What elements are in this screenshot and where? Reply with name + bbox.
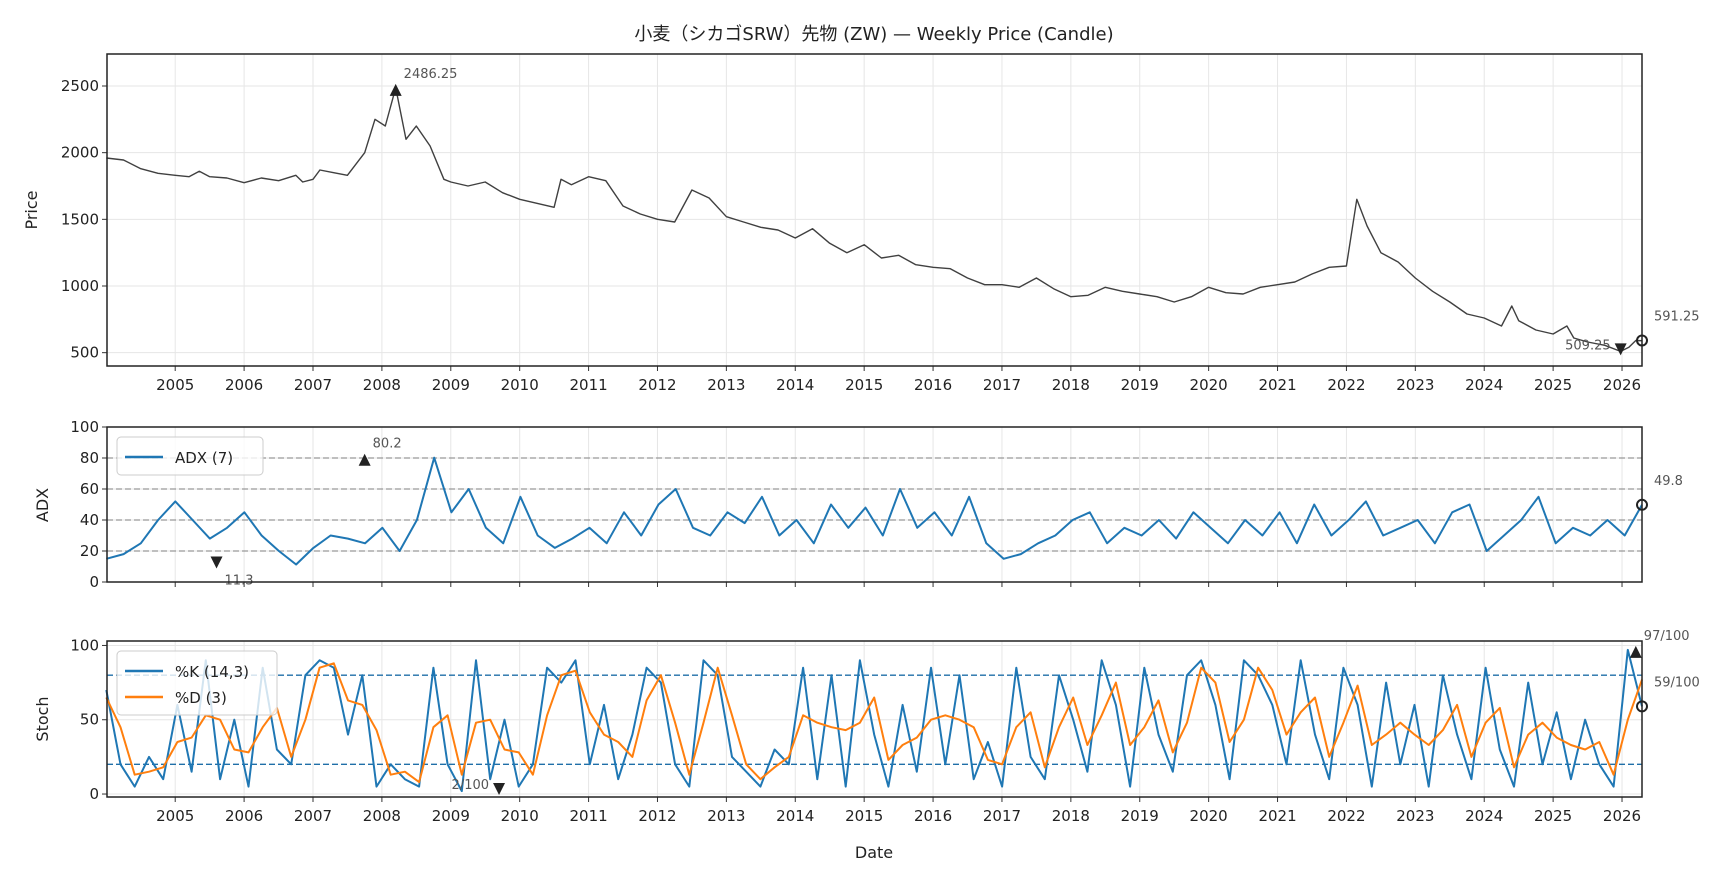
axes-frame (106, 53, 1643, 367)
max-marker-icon (358, 453, 371, 466)
stoch-panel: 2005 2006 2007 2008 2009 2010 2011 2012 2013 2014… (70, 629, 1699, 825)
x-tick-label: 2021 (1258, 807, 1296, 825)
x-tick-label: 2018 (1052, 807, 1090, 825)
x-tick-label: 2010 (501, 376, 539, 394)
annotation-label: 80.2 (373, 437, 402, 452)
x-tick-label: 2012 (638, 376, 676, 394)
x-tick-label: 2010 (501, 807, 539, 825)
y-axis-label-stoch: Stoch (33, 696, 52, 741)
y-tick-label: 2500 (61, 77, 99, 95)
y-tick-label: 40 (80, 511, 99, 529)
x-tick-label: 2011 (569, 807, 607, 825)
x-tick-label: 2024 (1465, 807, 1503, 825)
legend-box (116, 436, 264, 476)
min-marker-icon (1614, 343, 1627, 356)
x-axis-label: Date (855, 843, 893, 862)
x-tick-label: 2023 (1396, 376, 1434, 394)
y-tick-label: 80 (80, 449, 99, 467)
x-tick-label: 2022 (1327, 376, 1365, 394)
x-tick-label: 2009 (432, 376, 470, 394)
price-panel: 2005 2006 2007 2008 2009 2010 2011 2012 2013 2014… (61, 53, 1700, 394)
y-tick-label: 0 (89, 785, 99, 803)
y-tick-label: 1500 (61, 210, 99, 228)
annotation-label: 509.25 (1565, 338, 1611, 353)
annotation-label: 591.25 (1654, 310, 1700, 325)
chart-title: 小麦（シカゴSRW）先物 (ZW) — Weekly Price (Candle… (634, 24, 1113, 45)
x-tick-label: 2009 (432, 807, 470, 825)
x-tick-label: 2008 (363, 807, 401, 825)
y-axis-label-adx: ADX (33, 488, 52, 522)
annotation-label: 2/100 (452, 778, 489, 793)
y-tick-label: 100 (70, 418, 99, 436)
x-tick-label: 2016 (914, 807, 952, 825)
x-tick-label: 2012 (638, 807, 676, 825)
series-line--d-3- (105, 662, 1643, 784)
min-marker-icon (210, 556, 223, 569)
x-tick-label: 2014 (776, 807, 814, 825)
min-marker-icon (493, 783, 506, 796)
axes-frame (106, 640, 1643, 798)
x-tick-label: 2018 (1052, 376, 1090, 394)
x-tick-label: 2025 (1534, 807, 1572, 825)
adx-panel: 0 20 40 60 80 100 80.2 11.3 49.8 ADX (7) (70, 418, 1683, 591)
y-tick-label: 2000 (61, 144, 99, 162)
x-tick-label: 2020 (1190, 807, 1228, 825)
x-tick-label: 2005 (156, 807, 194, 825)
x-tick-label: 2025 (1534, 376, 1572, 394)
x-tick-label: 2020 (1190, 376, 1228, 394)
x-tick-label: 2026 (1603, 807, 1641, 825)
y-tick-label: 50 (80, 711, 99, 729)
legend-label: %D (3) (175, 689, 227, 707)
x-tick-label: 2013 (707, 376, 745, 394)
x-tick-label: 2016 (914, 376, 952, 394)
x-tick-label: 2022 (1327, 807, 1365, 825)
x-tick-label: 2019 (1121, 807, 1159, 825)
annotation-label: 49.8 (1654, 474, 1683, 489)
annotation-label: 11.3 (225, 573, 254, 588)
axes-frame (106, 426, 1643, 583)
x-tick-label: 2023 (1396, 807, 1434, 825)
x-tick-label: 2017 (983, 376, 1021, 394)
x-tick-label: 2006 (225, 376, 263, 394)
annotation-label: 97/100 (1644, 629, 1690, 644)
x-tick-label: 2015 (845, 807, 883, 825)
annotation-label: 59/100 (1654, 675, 1700, 690)
series-line-adx-7- (106, 456, 1643, 566)
x-tick-label: 2007 (294, 807, 332, 825)
legend-box (116, 650, 278, 716)
x-tick-label: 2008 (363, 376, 401, 394)
y-tick-label: 0 (89, 573, 99, 591)
y-tick-label: 60 (80, 480, 99, 498)
x-tick-label: 2017 (983, 807, 1021, 825)
y-tick-label: 20 (80, 542, 99, 560)
x-tick-label: 2013 (707, 807, 745, 825)
max-marker-icon (389, 83, 402, 96)
x-tick-label: 2005 (156, 376, 194, 394)
x-tick-label: 2007 (294, 376, 332, 394)
max-marker-icon (1629, 645, 1642, 658)
legend-label: ADX (7) (175, 449, 233, 467)
x-tick-label: 2006 (225, 807, 263, 825)
y-axis-label-price: Price (22, 190, 41, 229)
series-line-price (106, 87, 1643, 353)
x-tick-label: 2015 (845, 376, 883, 394)
x-tick-label: 2019 (1121, 376, 1159, 394)
x-tick-label: 2021 (1258, 376, 1296, 394)
series-line--k-14-3- (105, 648, 1643, 793)
x-tick-label: 2026 (1603, 376, 1641, 394)
y-tick-label: 100 (70, 636, 99, 654)
legend-label: %K (14,3) (175, 663, 249, 681)
x-tick-label: 2024 (1465, 376, 1503, 394)
y-tick-label: 1000 (61, 277, 99, 295)
y-tick-label: 500 (70, 344, 99, 362)
x-tick-label: 2014 (776, 376, 814, 394)
x-tick-label: 2011 (569, 376, 607, 394)
annotation-label: 2486.25 (404, 67, 458, 82)
